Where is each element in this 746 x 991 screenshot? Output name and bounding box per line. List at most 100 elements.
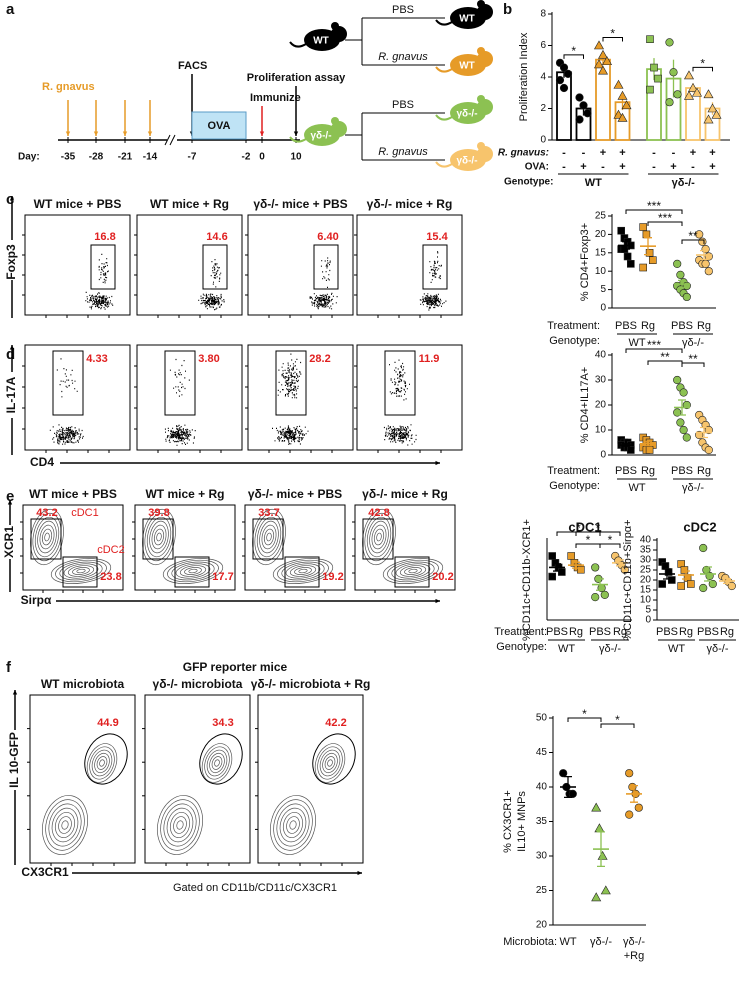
contour	[263, 528, 275, 546]
row-label: OVA:	[525, 162, 549, 173]
point	[701, 245, 710, 254]
contour	[184, 567, 202, 575]
point	[591, 802, 602, 812]
y-tick-label: 40	[640, 535, 652, 546]
mouse-body	[450, 102, 486, 124]
contour	[188, 568, 198, 574]
sign: +	[619, 147, 625, 159]
mouse-body	[304, 29, 340, 51]
significance-label: *	[576, 521, 581, 535]
mouse-ear	[477, 95, 485, 103]
mouse-label: γδ-/-	[310, 131, 331, 142]
treatment: PBS	[615, 465, 637, 477]
flow-events	[49, 424, 84, 445]
arrow-head	[9, 196, 15, 201]
contour	[259, 520, 279, 554]
treatment: Rg	[697, 320, 711, 332]
point	[625, 769, 634, 778]
day: -2	[242, 152, 251, 163]
error-bar	[572, 561, 580, 569]
treatment: Rg	[697, 465, 711, 477]
error-bar	[723, 577, 731, 585]
flow-title: γδ-/- mice + Rg	[362, 487, 448, 501]
genotype: γδ-/-	[682, 482, 704, 494]
contour	[51, 807, 79, 843]
row-label: R. gnavus:	[498, 148, 549, 159]
error-bar	[597, 831, 605, 867]
gate-value: 44.9	[97, 717, 118, 729]
significance-label: *	[582, 707, 587, 721]
gate-value: 4.33	[86, 353, 107, 365]
gate-value: 20.2	[432, 571, 453, 583]
contour	[41, 528, 53, 546]
point	[600, 885, 611, 895]
y-tick-label: 50	[536, 713, 548, 724]
sign: +	[619, 161, 625, 173]
point	[626, 446, 635, 454]
contour	[376, 532, 382, 542]
point	[667, 576, 676, 584]
point	[593, 40, 605, 50]
point	[568, 789, 577, 799]
y-tick-label: 0	[540, 135, 546, 146]
contour	[151, 524, 167, 550]
flow-group-title: GFP reporter mice	[183, 660, 288, 674]
point	[591, 892, 602, 902]
panel-letter: c	[6, 191, 14, 208]
flow-plot	[356, 214, 463, 316]
treatment: PBS	[656, 626, 678, 638]
contour	[314, 743, 346, 783]
treatment: PBS	[546, 626, 568, 638]
flow-title: γδ-/- mice + PBS	[253, 197, 347, 211]
significance-bracket	[567, 717, 602, 722]
point	[575, 93, 584, 102]
y-axis-label: XCR1	[2, 526, 16, 558]
y-tick-label: 0	[600, 450, 606, 461]
arrow-head	[435, 460, 440, 466]
genotype: WT	[558, 643, 575, 655]
flow-events	[56, 358, 78, 398]
contour	[214, 759, 220, 767]
ova-label: OVA	[207, 120, 230, 132]
label-bg	[4, 240, 20, 280]
break	[169, 134, 176, 146]
y-axis-label: %CD11c+CD11b-XCR1+	[521, 519, 533, 641]
contour	[167, 559, 219, 583]
treatment: PBS	[671, 320, 693, 332]
contour	[166, 807, 194, 843]
gate	[313, 244, 339, 290]
gate-value: 33.7	[258, 507, 279, 519]
point	[673, 259, 682, 268]
point	[683, 90, 695, 100]
day: 0	[259, 152, 265, 163]
contour	[369, 520, 389, 554]
error-bar	[678, 399, 686, 416]
chart-title: cDC1	[568, 519, 601, 534]
gate-value: 14.6	[206, 231, 227, 243]
significance-label: *	[700, 57, 705, 71]
arrow-head	[435, 598, 440, 604]
contour	[58, 816, 72, 834]
y-tick-label: 5	[600, 284, 606, 295]
arrow-head	[65, 131, 71, 136]
contour	[206, 749, 228, 777]
flow-events	[272, 425, 309, 445]
gate-value: 43.2	[36, 507, 57, 519]
y-axis-label: IL10+ MNPs	[516, 791, 528, 852]
flow-events	[383, 424, 417, 446]
contour	[289, 820, 297, 830]
flow-title: WT mice + PBS	[29, 487, 117, 501]
point	[676, 418, 685, 427]
mouse-ear	[331, 22, 339, 30]
gate-value: 3.80	[198, 353, 219, 365]
mouse-tail	[289, 136, 307, 143]
contour	[395, 563, 431, 579]
error-bar	[644, 441, 652, 447]
point	[593, 59, 605, 69]
point	[617, 226, 626, 235]
point	[548, 552, 557, 560]
point	[680, 566, 689, 574]
contour	[48, 803, 82, 847]
gate-value: 16.8	[94, 231, 115, 243]
